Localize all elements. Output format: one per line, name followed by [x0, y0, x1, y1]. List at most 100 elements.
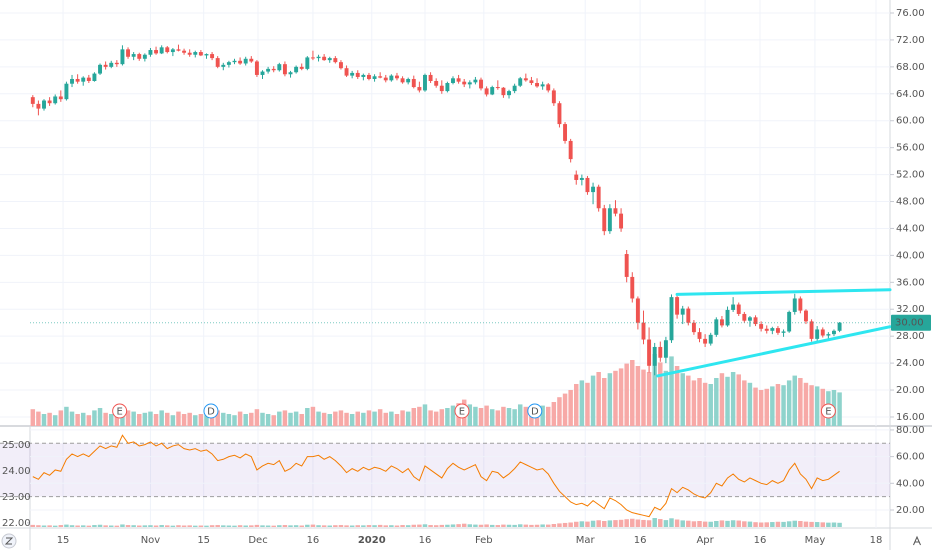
event-label[interactable]: D	[531, 407, 539, 418]
volume-bar	[176, 411, 181, 426]
volume-bar	[489, 524, 495, 527]
volume-bar	[506, 524, 512, 527]
candle-body	[479, 79, 483, 89]
event-label[interactable]: E	[459, 407, 465, 418]
x-tick-label: Feb	[475, 535, 493, 546]
volume-bar	[523, 406, 529, 426]
volume-bar	[260, 412, 265, 426]
candle-body	[355, 72, 360, 77]
settings-icon[interactable]	[1, 533, 17, 549]
volume-bar	[411, 524, 417, 527]
volume-bar	[383, 525, 389, 527]
volume-bar	[193, 525, 198, 527]
volume-bar	[624, 519, 629, 527]
candle-body	[439, 85, 444, 92]
volume-bar	[742, 380, 747, 426]
y-tick-label: 72.00	[896, 35, 925, 46]
volume-bar	[142, 412, 148, 426]
volume-bar	[277, 411, 282, 426]
candle-body	[176, 49, 181, 51]
candle-body	[70, 78, 74, 84]
volume-bar	[69, 525, 75, 527]
candle-body	[333, 58, 338, 63]
candle-body	[781, 331, 786, 333]
volume-bar	[316, 411, 321, 426]
candle-body	[434, 80, 439, 86]
candle-body	[137, 54, 142, 59]
candle-body	[624, 254, 629, 277]
volume-bar	[770, 386, 775, 426]
x-tick-label: 15	[197, 535, 210, 546]
candle-body	[451, 78, 455, 84]
candle-body	[126, 49, 131, 57]
candle-body	[215, 58, 220, 67]
candle-body	[697, 332, 702, 339]
volume-bar	[372, 411, 377, 426]
candle-body	[708, 334, 713, 344]
candle-body	[58, 96, 63, 100]
volume-bar	[489, 409, 495, 426]
volume-bar	[602, 521, 607, 527]
volume-bar	[193, 415, 198, 426]
volume-bar	[338, 410, 344, 426]
volume-bar	[484, 524, 489, 527]
candle-body	[703, 338, 708, 344]
candle-body	[30, 97, 35, 104]
volume-bar	[837, 392, 842, 426]
volume-bar	[226, 414, 232, 426]
candle-body	[310, 57, 315, 59]
volume-bar	[355, 525, 360, 527]
volume-bar	[187, 525, 192, 527]
volume-bar	[428, 410, 433, 426]
volume-bar	[232, 415, 237, 426]
x-tick-label: 16	[419, 535, 432, 546]
event-label[interactable]: E	[825, 407, 831, 418]
x-tick-label: 16	[634, 535, 647, 546]
volume-bar	[758, 390, 764, 426]
candle-body	[366, 74, 371, 79]
candle-body	[568, 140, 573, 160]
event-label[interactable]: D	[207, 407, 215, 418]
volume-bar	[686, 375, 691, 426]
volume-bar	[344, 412, 349, 426]
volume-bar	[366, 410, 372, 426]
y-tick-label: 36.00	[896, 277, 925, 288]
volume-bar	[187, 412, 192, 426]
volume-bar	[316, 525, 321, 527]
volume-bar	[562, 522, 568, 527]
candle-body	[221, 64, 226, 67]
volume-bar	[153, 414, 159, 426]
volume-bar	[781, 521, 786, 527]
auto-scale-button[interactable]	[910, 534, 924, 548]
event-marker	[527, 403, 543, 419]
volume-bar	[517, 524, 523, 527]
volume-bar	[786, 380, 792, 426]
candle-body	[277, 64, 282, 71]
volume-bar	[585, 521, 590, 527]
volume-bar	[618, 368, 624, 426]
x-tick-label: 2020	[358, 535, 386, 546]
candle-body	[770, 328, 775, 331]
volume-bar	[52, 525, 58, 527]
volume-bar	[92, 525, 97, 527]
rsi-line	[32, 434, 840, 518]
volume-bar	[249, 412, 254, 426]
volume-bar	[551, 524, 557, 527]
event-label[interactable]: E	[116, 407, 122, 418]
candle-body	[372, 76, 377, 79]
volume-bar	[546, 524, 551, 527]
volume-bar	[786, 521, 792, 527]
candle-body	[495, 87, 500, 89]
y-tick-label: 40.00	[896, 478, 925, 489]
volume-bar	[517, 404, 523, 426]
volume-bar	[64, 406, 69, 426]
volume-bar	[305, 524, 310, 527]
candle-body	[120, 49, 125, 65]
volume-bar	[265, 414, 271, 426]
candle-body	[523, 78, 528, 81]
volume-bar	[725, 376, 730, 426]
volume-bar	[377, 524, 383, 527]
volume-bar	[198, 525, 204, 527]
volume-bar	[293, 525, 299, 527]
candle-body	[619, 213, 624, 229]
